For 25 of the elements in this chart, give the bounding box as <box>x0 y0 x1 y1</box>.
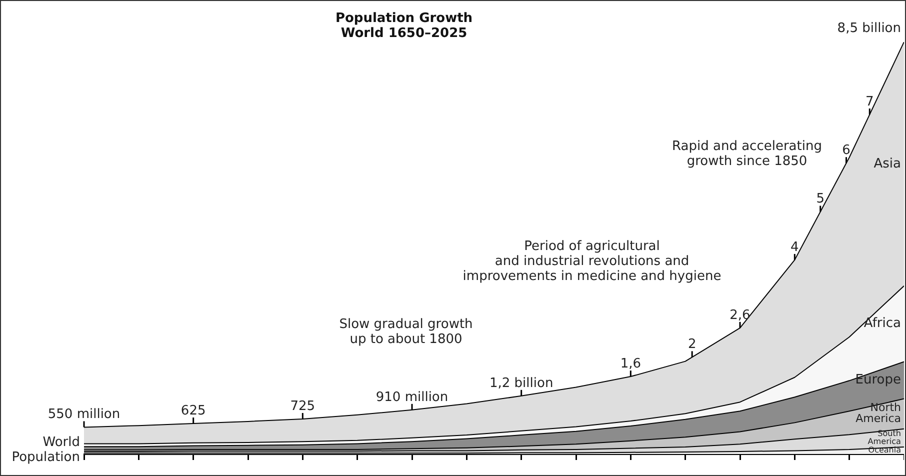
series-label: Oceania <box>868 446 902 455</box>
annotation: 6 <box>842 143 850 158</box>
text: World Population <box>12 434 80 465</box>
annotation: Slow gradual growth up to about 1800 <box>339 316 473 347</box>
series-label: North America <box>856 401 902 426</box>
annotation: 910 million <box>376 390 448 405</box>
annotation: 725 <box>290 398 316 414</box>
chart-title: Population Growth <box>335 10 473 26</box>
annotation: 2 <box>688 337 696 352</box>
annotation: 625 <box>180 403 206 418</box>
annotation: Rapid and accelerating growth since 1850 <box>672 138 822 169</box>
annotation: 2,6 <box>730 308 750 323</box>
chart-subtitle: World 1650–2025 <box>340 26 468 41</box>
series-label: Europe <box>855 372 901 388</box>
legend-label: Asia <box>874 156 901 172</box>
text: 8,5 billion <box>837 20 901 36</box>
annotation: 4 <box>790 240 799 255</box>
annotation: 5 <box>816 192 824 207</box>
annotation: 1,2 billion <box>489 376 554 391</box>
series-label: South America <box>868 428 902 446</box>
annotation: 7 <box>865 94 874 110</box>
annotation: 1,6 <box>620 356 642 372</box>
annotation: 550 million <box>48 407 120 422</box>
series-label: Africa <box>864 316 901 332</box>
annotation: Period of agricultural and industrial revolutions and improvements in medicine and hygiene <box>462 238 722 284</box>
